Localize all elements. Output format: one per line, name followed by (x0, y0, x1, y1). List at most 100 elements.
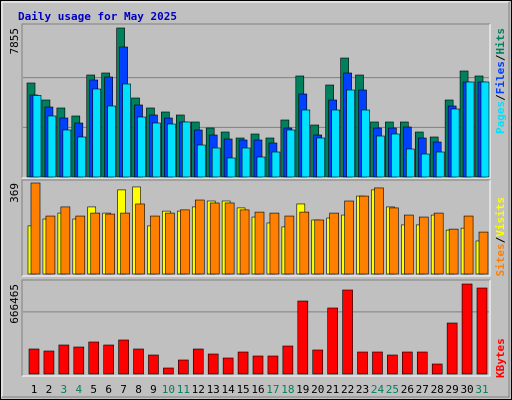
bar (209, 202, 220, 275)
bar (372, 351, 383, 375)
x-tick-label: 11 (177, 383, 190, 396)
bar (269, 212, 280, 275)
x-tick-label: 13 (207, 383, 220, 396)
bar (62, 129, 72, 178)
legend: Sites/Visits (494, 197, 507, 277)
bar (448, 228, 459, 275)
bar (361, 109, 370, 178)
x-tick-label: 23 (356, 383, 369, 396)
bar (387, 354, 398, 375)
legend-separator: / (494, 236, 507, 243)
panel-bevel (22, 180, 491, 277)
bar (137, 116, 146, 178)
bar (32, 95, 42, 178)
bar (167, 123, 176, 178)
bar (342, 289, 353, 375)
bar (389, 207, 399, 275)
legend-entry: Visits (494, 197, 507, 237)
bar (180, 209, 190, 275)
bar (299, 211, 310, 275)
bar (376, 135, 385, 178)
legend: KBytes (494, 338, 507, 378)
bar (267, 355, 279, 375)
bar (282, 345, 294, 375)
y-tick-label: 7855 (8, 28, 21, 55)
y-tick-label: 666465 (8, 284, 21, 324)
bar (43, 350, 55, 375)
bar (30, 182, 41, 275)
x-tick-label: 15 (236, 383, 249, 396)
bar (107, 105, 116, 178)
x-tick-label: 14 (222, 383, 236, 396)
bar (404, 214, 414, 275)
bar (346, 89, 355, 178)
bar (256, 156, 266, 178)
bar (165, 212, 175, 275)
bar (420, 153, 430, 178)
x-tick-label: 26 (401, 383, 414, 396)
bar (418, 216, 429, 275)
legend-separator: / (494, 94, 507, 101)
bar (58, 344, 70, 375)
bar (148, 354, 159, 375)
bar (60, 206, 71, 275)
bar (135, 203, 145, 275)
legend-entry: Sites (494, 243, 507, 276)
bar (327, 307, 338, 375)
x-tick-label: 20 (311, 383, 324, 396)
bar (122, 83, 131, 178)
x-tick-label: 27 (416, 383, 429, 396)
bar (433, 212, 444, 275)
bar (478, 231, 489, 275)
bar (463, 215, 474, 275)
bar (344, 200, 354, 275)
legend-entry: Pages (494, 101, 507, 134)
bar (207, 353, 219, 375)
bar (239, 209, 250, 275)
legend-entry: KBytes (494, 338, 507, 378)
x-tick-label: 5 (90, 383, 97, 396)
bar (150, 215, 160, 275)
panel-bevel (21, 279, 490, 376)
bar (416, 351, 428, 375)
x-tick-label: 21 (326, 383, 339, 396)
x-tick-label: 1 (31, 383, 38, 396)
bar (241, 147, 251, 178)
bar (237, 351, 249, 375)
bar (192, 348, 204, 375)
bar (402, 351, 413, 375)
bar (103, 344, 114, 375)
x-tick-label: 8 (135, 383, 142, 396)
x-tick-label: 18 (281, 383, 294, 396)
legend-separator: / (494, 54, 507, 61)
bar (391, 133, 400, 178)
bar (120, 212, 130, 275)
x-tick-label: 16 (251, 383, 264, 396)
bar (194, 199, 205, 275)
bar (254, 211, 265, 275)
bar (45, 215, 56, 275)
bar (331, 109, 340, 178)
bar (406, 148, 415, 178)
x-tick-label: 9 (150, 383, 157, 396)
bar (196, 144, 206, 178)
bar (77, 136, 87, 178)
x-tick-label: 25 (386, 383, 399, 396)
bar (88, 341, 100, 375)
bar (461, 283, 473, 375)
bar (211, 147, 221, 178)
bar (271, 151, 281, 178)
x-tick-label: 31 (475, 383, 488, 396)
x-tick-label: 7 (120, 383, 127, 396)
bar (224, 202, 235, 275)
y-tick-label: 369 (8, 183, 21, 203)
x-tick-label: 10 (162, 383, 175, 396)
bar (286, 129, 296, 178)
bar (47, 115, 57, 178)
bar (435, 151, 445, 178)
panel-bevel (21, 23, 490, 178)
bar (105, 213, 115, 275)
x-tick-label: 29 (446, 383, 459, 396)
x-tick-label: 3 (61, 383, 68, 396)
x-tick-label: 22 (341, 383, 354, 396)
